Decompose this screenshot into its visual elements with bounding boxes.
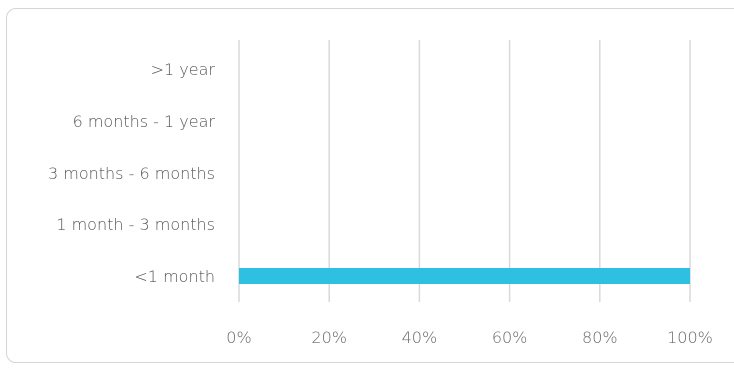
category-label: 6 months - 1 year <box>73 112 216 131</box>
bars <box>239 268 690 284</box>
x-tick-label: 100% <box>667 328 713 347</box>
gridlines <box>238 40 691 302</box>
x-tick-label: 40% <box>402 328 438 347</box>
category-label: >1 year <box>151 60 216 79</box>
x-tick-label: 0% <box>226 328 251 347</box>
bar <box>239 268 690 284</box>
category-label: 3 months - 6 months <box>48 164 215 183</box>
chart-card <box>6 8 734 363</box>
x-tick-label: 60% <box>492 328 528 347</box>
category-labels: >1 year 6 months - 1 year 3 months - 6 mon… <box>48 60 215 286</box>
x-tick-label: 80% <box>582 328 618 347</box>
category-label: 1 month - 3 months <box>56 215 215 234</box>
x-tick-labels: 0% 20% 40% 60% 80% 100% <box>226 328 713 347</box>
category-label: <1 month <box>134 267 215 286</box>
x-tick-label: 20% <box>311 328 347 347</box>
